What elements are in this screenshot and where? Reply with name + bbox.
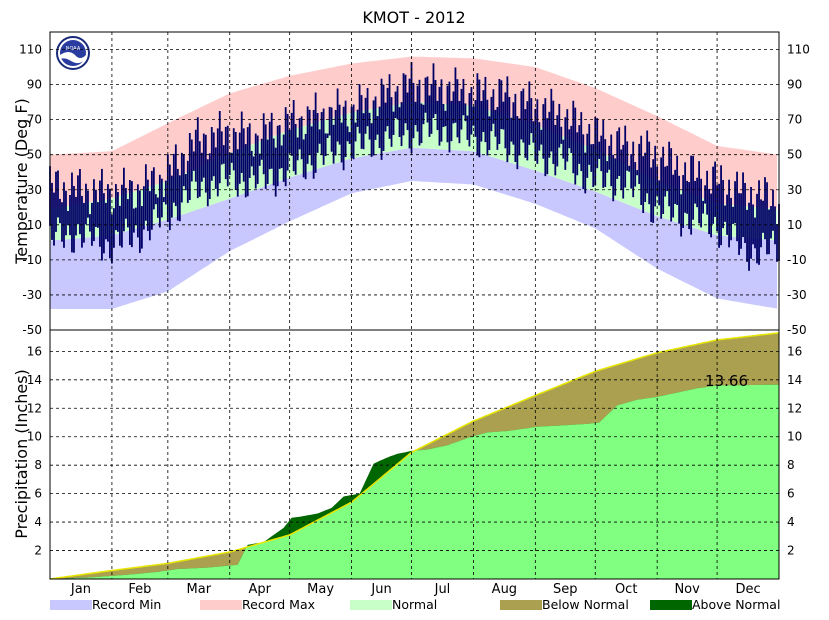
precipitation-tick-label-left: 14 — [27, 373, 42, 387]
legend-swatch — [500, 600, 542, 610]
temperature-tick-label-left: 90 — [27, 78, 42, 92]
precipitation-tick-label-left: 12 — [27, 401, 42, 415]
precipitation-tick-label-left: 8 — [34, 458, 42, 472]
precipitation-panel — [49, 332, 780, 580]
month-label: Mar — [187, 582, 212, 597]
legend-swatch — [650, 600, 692, 610]
temperature-tick-label-right: 50 — [787, 148, 802, 162]
legend-item: Record Min — [50, 597, 161, 612]
temperature-tick-label-right: 90 — [787, 78, 802, 92]
month-label: May — [307, 582, 334, 597]
temperature-tick-label-right: -30 — [787, 288, 807, 302]
month-label: Apr — [248, 582, 271, 597]
month-label: Jul — [434, 582, 451, 597]
legend-item: Below Normal — [500, 597, 629, 612]
legend-label: Record Max — [242, 597, 315, 612]
month-label: Aug — [492, 582, 517, 597]
temperature-y-axis-label: Temperature (Deg F) — [12, 98, 31, 265]
legend-swatch — [350, 600, 392, 610]
legend-item: Above Normal — [650, 597, 780, 612]
month-label: Nov — [674, 582, 700, 597]
temperature-tick-label-right: 110 — [787, 43, 810, 57]
grid: 110 110 90 90 70 70 50 50 30 30 10 10 -10 -10 -30 -30 -5… — [19, 31, 810, 597]
legend-swatch — [200, 600, 242, 610]
precipitation-y-axis-label: Precipitation (Inches) — [12, 369, 31, 539]
legend-label: Below Normal — [542, 597, 629, 612]
precipitation-tick-label-right: 14 — [787, 373, 802, 387]
precipitation-tick-label-right: 8 — [787, 458, 795, 472]
legend-swatch — [50, 600, 92, 610]
temperature-tick-label-right: 10 — [787, 218, 802, 232]
precipitation-tick-label-right: 10 — [787, 430, 802, 444]
month-label: Jun — [370, 582, 391, 597]
precipitation-tick-label-left: 16 — [27, 344, 42, 358]
precipitation-tick-label-left: 4 — [34, 515, 42, 529]
legend-item: Record Max — [200, 597, 315, 612]
temperature-tick-label-left: 30 — [27, 183, 42, 197]
month-label: Sep — [553, 582, 578, 597]
month-label: Oct — [615, 582, 637, 597]
record-min-band — [50, 147, 777, 309]
temperature-tick-label-left: 50 — [27, 148, 42, 162]
precipitation-tick-label-right: 12 — [787, 401, 802, 415]
precipitation-tick-label-right: 4 — [787, 515, 795, 529]
temperature-panel — [49, 56, 780, 309]
month-label: Dec — [735, 582, 760, 597]
month-label: Jan — [70, 582, 91, 597]
precipitation-tick-label-left: 6 — [34, 487, 42, 501]
observed-temperature-series — [49, 62, 780, 271]
precipitation-tick-label-right: 6 — [787, 487, 795, 501]
precipitation-tick-label-left: 2 — [34, 544, 42, 558]
temperature-tick-label-left: -30 — [22, 288, 42, 302]
observed-precipitation-area — [50, 384, 779, 579]
temperature-tick-label-right: 30 — [787, 183, 802, 197]
temperature-tick-label-left: -10 — [22, 253, 42, 267]
precipitation-tick-label-right: 16 — [787, 344, 802, 358]
precipitation-frame — [49, 329, 780, 580]
legend: Record Min Record Max Normal Below Normal Ab… — [50, 597, 780, 612]
legend-item: Normal — [350, 597, 437, 612]
month-label: Feb — [128, 582, 151, 597]
temperature-tick-label-right: -50 — [787, 323, 807, 337]
chart-title: KMOT - 2012 — [362, 8, 465, 27]
temperature-tick-label-left: 70 — [27, 113, 42, 127]
legend-label: Record Min — [92, 597, 161, 612]
temperature-tick-label-left: -50 — [22, 323, 42, 337]
legend-label: Above Normal — [692, 597, 780, 612]
noaa-logo: NOAA — [56, 36, 90, 70]
precipitation-tick-label-right: 2 — [787, 544, 795, 558]
svg-text:NOAA: NOAA — [66, 46, 81, 52]
legend-label: Normal — [392, 597, 437, 612]
precipitation-total-annotation: 13.66 — [705, 372, 748, 390]
temperature-tick-label-left: 110 — [19, 43, 42, 57]
temperature-tick-label-left: 10 — [27, 218, 42, 232]
precipitation-tick-label-left: 10 — [27, 430, 42, 444]
temperature-tick-label-right: 70 — [787, 113, 802, 127]
temperature-tick-label-right: -10 — [787, 253, 807, 267]
